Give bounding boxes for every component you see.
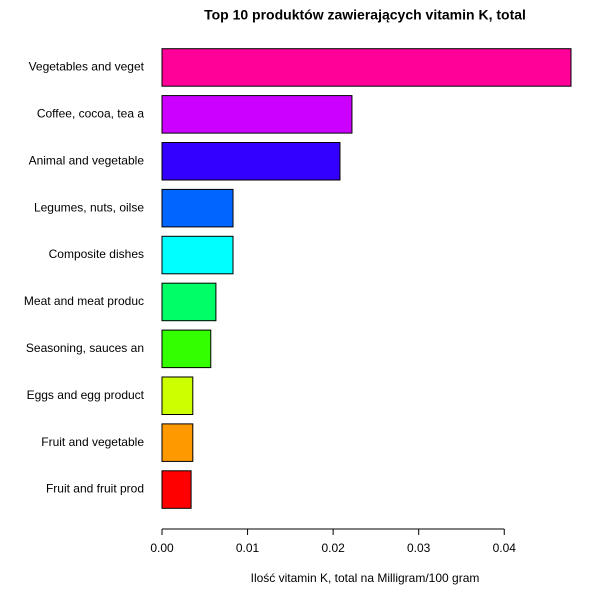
y-tick-label: Fruit and vegetable	[41, 435, 144, 449]
y-tick-label: Meat and meat produc	[24, 294, 144, 308]
bar	[161, 188, 234, 228]
x-tick-label: 0.01	[236, 541, 260, 555]
bar	[161, 95, 353, 134]
y-tick-label: Fruit and fruit prod	[46, 482, 144, 496]
bar	[161, 235, 234, 275]
x-tick-label: 0.04	[493, 541, 517, 555]
y-tick-label: Legumes, nuts, oilse	[34, 200, 144, 214]
y-tick-label: Seasoning, sauces an	[26, 341, 144, 355]
bar	[161, 329, 212, 369]
bar	[161, 141, 341, 181]
y-tick-label: Composite dishes	[49, 247, 144, 261]
bar	[161, 470, 192, 509]
bar	[161, 376, 194, 416]
bar	[161, 423, 194, 462]
bar	[161, 282, 217, 322]
x-tick-label: 0.03	[407, 541, 431, 555]
y-tick-label: Animal and vegetable	[29, 153, 145, 167]
y-tick-label: Vegetables and veget	[29, 60, 145, 74]
chart-title: Top 10 produktów zawierających vitamin K…	[204, 7, 526, 23]
x-tick-label: 0.02	[321, 541, 345, 555]
x-tick-label: 0.00	[150, 541, 174, 555]
y-tick-label: Coffee, cocoa, tea a	[37, 107, 145, 121]
y-tick-label: Eggs and egg product	[27, 388, 145, 402]
x-axis-label: Ilość vitamin K, total na Milligram/100 …	[251, 571, 480, 585]
bar	[161, 48, 572, 87]
